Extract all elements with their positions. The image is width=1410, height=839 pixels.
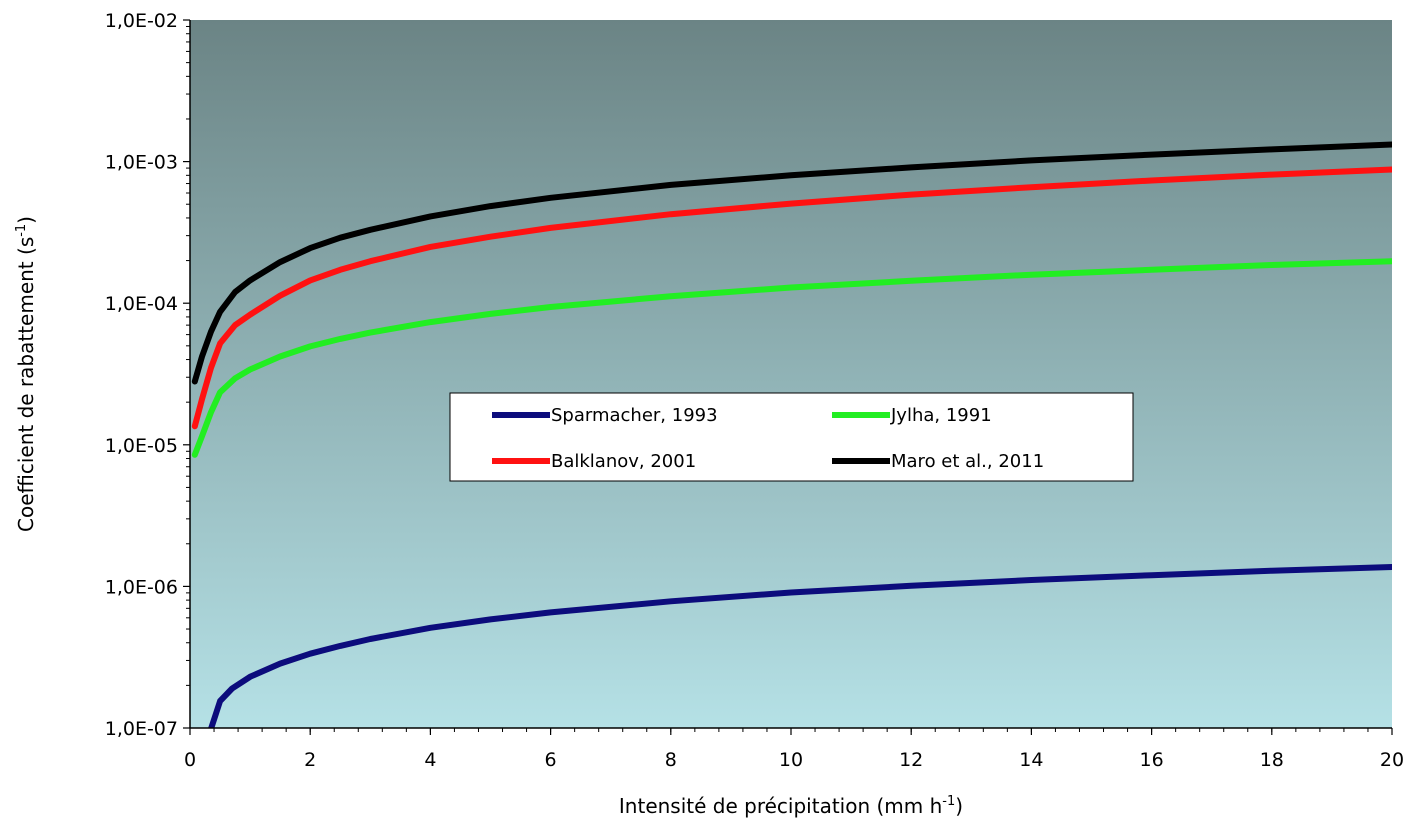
plot-area	[190, 20, 1392, 728]
x-tick-label: 18	[1260, 749, 1284, 771]
legend-label: Maro et al., 2011	[891, 451, 1044, 472]
tick-layer: 0 2 4 6 8 10 12 14 16 18 20 1,0E-07 1,0E-06 1,0E-05 1,…	[105, 10, 1404, 771]
series-line-1	[208, 564, 1392, 728]
x-tick-label: 12	[899, 749, 923, 771]
series-line-3	[191, 166, 1392, 430]
y-tick-label: 1,0E-03	[105, 152, 178, 174]
x-axis-title: Intensité de précipitation (mm h-1)	[619, 794, 963, 818]
legend-label: Jylha, 1991	[890, 405, 992, 426]
x-tick-label: 16	[1140, 749, 1164, 771]
x-tick-label: 6	[545, 749, 557, 771]
x-tick-label: 14	[1019, 749, 1043, 771]
x-tick-label: 2	[304, 749, 316, 771]
series-line-2	[191, 258, 1392, 458]
y-tick-label: 1,0E-02	[105, 10, 178, 32]
y-tick-label: 1,0E-06	[105, 576, 178, 598]
y-tick-label: 1,0E-04	[105, 293, 178, 315]
x-tick-label: 4	[424, 749, 436, 771]
legend-label: Sparmacher, 1993	[551, 405, 718, 426]
x-tick-label: 0	[184, 749, 196, 771]
x-tick-label: 20	[1380, 749, 1404, 771]
legend: Sparmacher, 1993 Jylha, 1991 Balklanov, 20…	[449, 392, 1134, 482]
legend-box	[449, 392, 1134, 482]
y-tick-label: 1,0E-07	[105, 718, 178, 740]
y-tick-label: 1,0E-05	[105, 435, 178, 457]
x-tick-label: 10	[779, 749, 803, 771]
series-layer	[191, 141, 1392, 728]
x-tick-label: 8	[665, 749, 677, 771]
y-axis-title: Coefficient de rabattement (s-1)	[14, 216, 38, 532]
series-line-4	[191, 141, 1392, 385]
legend-label: Balklanov, 2001	[551, 451, 696, 472]
